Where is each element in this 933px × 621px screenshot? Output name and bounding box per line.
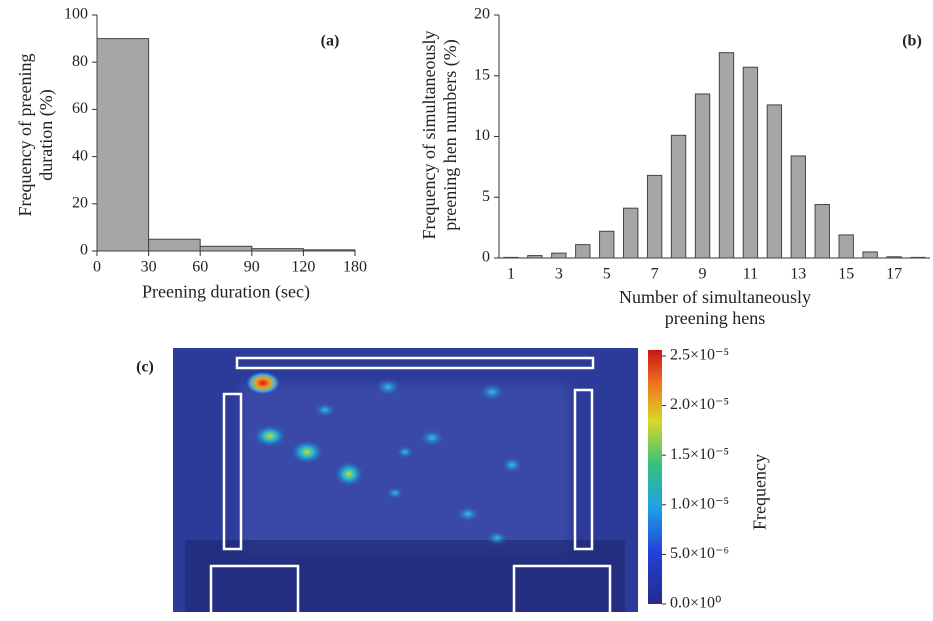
y-tick-label: 20 (474, 6, 490, 23)
bar (599, 230, 615, 259)
x-tick-label: 17 (886, 266, 902, 283)
x-axis-label: Preening duration (sec) (142, 281, 310, 302)
x-tick-label: 3 (555, 266, 563, 283)
bar (742, 66, 759, 259)
x-tick-label: 120 (291, 259, 315, 276)
bar (838, 234, 854, 259)
panel-label: (a) (321, 33, 340, 50)
x-tick-label: 11 (743, 266, 758, 283)
x-tick-label: 30 (141, 259, 157, 276)
x-tick-label: 0 (93, 259, 101, 276)
bar (718, 52, 735, 259)
y-tick-label: 15 (474, 66, 490, 83)
colorbar-tick-label: 2.5×10⁻⁵ (670, 347, 729, 364)
bar (302, 249, 356, 252)
bar (251, 248, 304, 252)
bar (623, 207, 639, 259)
heatmap-image (173, 348, 638, 618)
bar (527, 255, 543, 259)
panel-label: (c) (136, 359, 154, 376)
y-tick-label: 60 (72, 100, 88, 117)
y-tick-label: 20 (72, 194, 88, 211)
x-tick-label: 13 (790, 266, 806, 283)
colorbar-tick-label: 5.0×10⁻⁶ (670, 545, 729, 562)
bar (670, 134, 687, 259)
y-tick-label: 10 (474, 127, 490, 144)
bar (199, 245, 253, 252)
colorbar (648, 350, 662, 604)
bar (766, 104, 783, 259)
x-axis-label: Number of simultaneously preening hens (619, 287, 811, 328)
colorbar-tick-label: 2.0×10⁻⁵ (670, 396, 729, 413)
bar (910, 256, 926, 259)
y-tick-label: 0 (482, 249, 490, 266)
bar (96, 38, 150, 252)
bar (694, 93, 711, 259)
bar (148, 238, 201, 252)
colorbar-tick-label: 0.0×10⁰ (670, 595, 721, 612)
bar (862, 251, 878, 259)
y-axis-label: Frequency of simultaneously preening hen… (419, 30, 460, 240)
y-tick-label: 100 (64, 6, 88, 23)
x-tick-label: 9 (699, 266, 707, 283)
x-tick-label: 60 (192, 259, 208, 276)
bar (503, 256, 519, 259)
bar (790, 155, 806, 259)
y-axis-label: Frequency of preening duration (%) (15, 53, 56, 217)
colorbar-tick-label: 1.5×10⁻⁵ (670, 446, 729, 463)
x-tick-label: 180 (343, 259, 367, 276)
y-tick-label: 40 (72, 147, 88, 164)
x-tick-label: 15 (838, 266, 854, 283)
x-tick-label: 90 (244, 259, 260, 276)
x-tick-label: 1 (507, 266, 515, 283)
y-tick-label: 80 (72, 53, 88, 70)
colorbar-tick-label: 1.0×10⁻⁵ (670, 495, 729, 512)
bar (814, 204, 830, 259)
y-tick-label: 0 (80, 242, 88, 259)
colorbar-label: Frequency (749, 454, 770, 530)
bar (886, 256, 902, 259)
panel-label: (b) (902, 33, 922, 50)
bar (646, 174, 663, 259)
y-tick-label: 5 (482, 188, 490, 205)
x-tick-label: 5 (603, 266, 611, 283)
bar (575, 244, 591, 259)
x-tick-label: 7 (651, 266, 659, 283)
bar (551, 252, 567, 259)
